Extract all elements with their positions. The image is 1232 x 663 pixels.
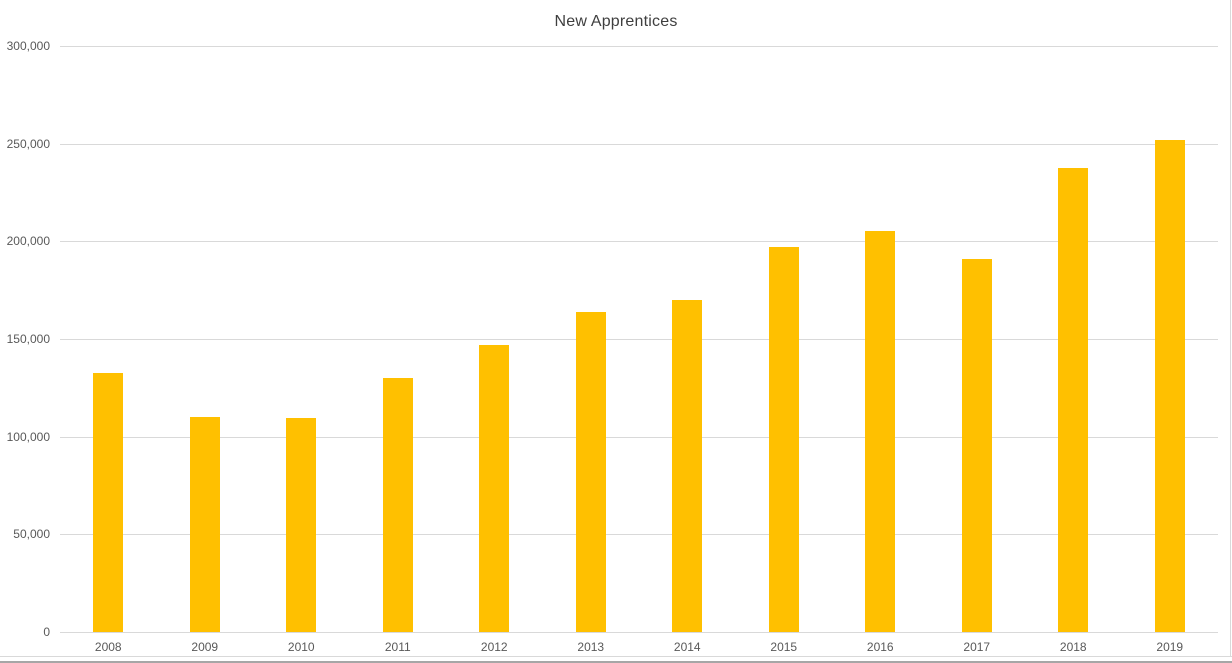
bar-2012[interactable] bbox=[479, 344, 510, 632]
x-tick-label: 2016 bbox=[866, 640, 894, 654]
x-tick-label: 2011 bbox=[384, 640, 411, 654]
bar-2015[interactable] bbox=[768, 247, 799, 632]
x-tick-label: 2019 bbox=[1156, 640, 1184, 654]
bar-2013[interactable] bbox=[575, 311, 606, 632]
gridline bbox=[60, 241, 1218, 243]
y-tick-label: 50,000 bbox=[13, 527, 50, 542]
gridline bbox=[60, 46, 1218, 47]
y-tick-label: 200,000 bbox=[6, 234, 50, 249]
x-tick-label: 2010 bbox=[287, 640, 315, 654]
chart-title: New Apprentices bbox=[554, 13, 678, 30]
chart-border-bottom bbox=[0, 656, 1232, 657]
bar-2019[interactable] bbox=[1154, 139, 1185, 632]
chart-border-right bbox=[1230, 0, 1231, 656]
bar-2008[interactable] bbox=[93, 373, 124, 632]
y-tick-label: 300,000 bbox=[6, 39, 50, 53]
x-tick-label: 2013 bbox=[577, 640, 605, 654]
y-tick-label: 100,000 bbox=[6, 429, 50, 444]
bar-2017[interactable] bbox=[961, 258, 992, 632]
x-tick-label: 2009 bbox=[191, 640, 219, 654]
x-tick-label: 2012 bbox=[480, 640, 508, 654]
x-tick-label: 2015 bbox=[770, 640, 798, 654]
gridline bbox=[60, 436, 1218, 438]
bar-2011[interactable] bbox=[382, 378, 413, 632]
y-tick-label: 0 bbox=[43, 625, 50, 639]
x-tick-label: 2014 bbox=[673, 640, 701, 654]
bar-2016[interactable] bbox=[865, 230, 896, 632]
y-tick-label: 250,000 bbox=[6, 136, 50, 151]
y-tick-label: 150,000 bbox=[6, 332, 50, 346]
bar-2014[interactable] bbox=[672, 299, 703, 632]
bottom-edge-strip bbox=[0, 661, 1232, 663]
gridline bbox=[60, 632, 1218, 633]
gridline bbox=[60, 534, 1218, 536]
gridline bbox=[60, 339, 1218, 340]
bar-2018[interactable] bbox=[1058, 168, 1089, 632]
bar-2010[interactable] bbox=[286, 418, 317, 632]
x-tick-label: 2008 bbox=[94, 640, 122, 654]
x-tick-label: 2018 bbox=[1059, 640, 1087, 654]
x-tick-label: 2017 bbox=[963, 640, 991, 654]
gridline bbox=[60, 143, 1218, 145]
bar-2009[interactable] bbox=[189, 417, 220, 632]
